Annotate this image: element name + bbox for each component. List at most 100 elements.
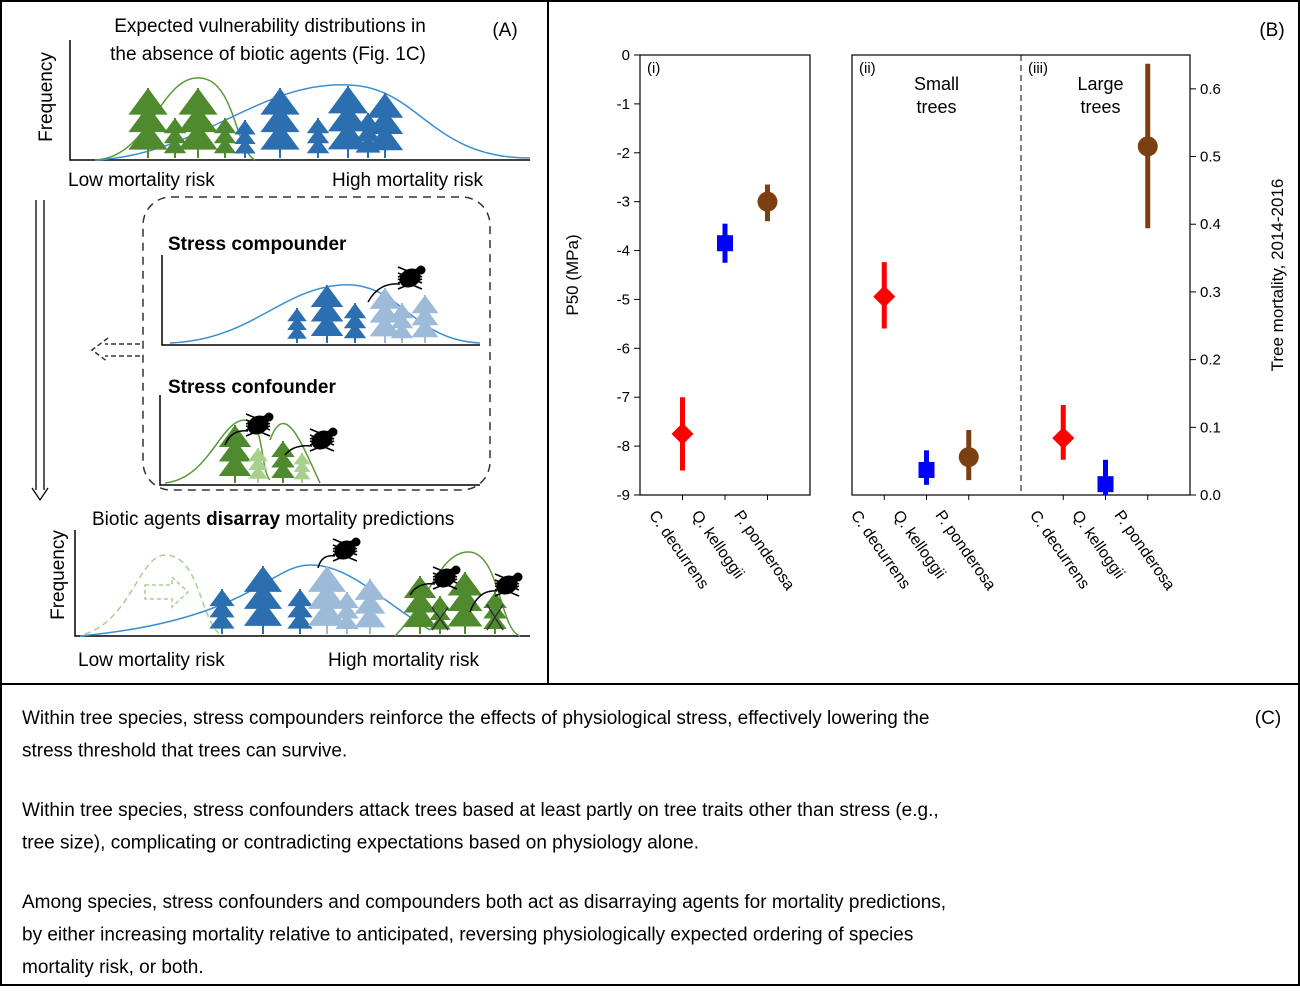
- panel-label: (iii): [1028, 60, 1048, 77]
- tree-tier: [293, 460, 311, 472]
- paragraph-line: Within tree species, stress confounders …: [22, 800, 939, 821]
- x-tick-label: P. ponderosa: [1110, 508, 1177, 594]
- tree: [287, 308, 307, 343]
- axis-label: Low mortality risk: [78, 650, 225, 671]
- tree-tier: [343, 323, 367, 339]
- marker: [1137, 136, 1158, 157]
- tree-tier: [483, 592, 507, 608]
- dashed-box: [142, 196, 491, 491]
- tree: [366, 93, 404, 158]
- tree-tier: [287, 600, 313, 618]
- tree-tier: [310, 299, 344, 322]
- paragraph-line: mortality risk, or both.: [22, 957, 204, 978]
- head: [451, 565, 461, 575]
- cross: [431, 606, 449, 631]
- tree-tier: [128, 88, 168, 115]
- tree-tier: [390, 303, 414, 319]
- thread: [469, 590, 498, 613]
- tree-tier: [366, 109, 404, 134]
- tree: [260, 88, 300, 158]
- axis: [161, 255, 480, 346]
- body: [311, 430, 333, 450]
- tree: [335, 592, 359, 634]
- panel-label: (A): [492, 20, 517, 41]
- tree-tier: [429, 605, 451, 620]
- tree-tier: [310, 314, 344, 337]
- y-tick-label: 0.4: [1200, 216, 1221, 233]
- tree-tier: [343, 313, 367, 329]
- axis-label: P50 (MPa): [563, 234, 582, 315]
- tree-tier: [234, 139, 256, 154]
- tree-tier: [390, 313, 414, 329]
- marker: [873, 285, 896, 308]
- panel-label: (i): [647, 60, 660, 77]
- tree-tier: [243, 583, 283, 609]
- tree-tier: [213, 138, 237, 154]
- text: mortality predictions: [280, 509, 454, 530]
- panel-label: (C): [1255, 708, 1281, 729]
- tree-tier: [335, 613, 359, 629]
- tree-tier: [243, 600, 283, 626]
- arrow: [144, 575, 190, 609]
- tree-tier: [335, 602, 359, 619]
- paragraph-line: Among species, stress confounders and co…: [22, 892, 946, 913]
- tree-tier: [209, 600, 235, 618]
- tree-tier: [271, 462, 295, 478]
- tree-tier: [307, 600, 347, 626]
- tree: [287, 589, 313, 634]
- y-tick-label: -4: [617, 243, 630, 260]
- curve: [84, 554, 221, 635]
- tree: [163, 118, 187, 158]
- tree-tier: [234, 120, 256, 135]
- tree: [248, 448, 268, 483]
- x-tick-label: P. ponderosa: [931, 508, 998, 594]
- tree-tier: [260, 88, 300, 115]
- body: [334, 540, 356, 560]
- tree-tier: [403, 605, 437, 628]
- body: [247, 415, 269, 435]
- marker: [671, 422, 694, 445]
- axis: [159, 395, 480, 486]
- panel-a: (A) Expected vulnerability distributions…: [31, 16, 531, 671]
- tree-tier: [213, 128, 237, 144]
- y-tick-label: -8: [617, 438, 630, 455]
- y-tick-label: -2: [617, 145, 630, 162]
- y-tick-label: -9: [617, 487, 630, 504]
- tree-tier: [178, 105, 218, 133]
- tree-tier: [260, 105, 300, 133]
- tree-tier: [271, 441, 295, 457]
- y-tick-label: -5: [617, 291, 630, 308]
- tree: [343, 303, 367, 343]
- marker: [958, 447, 979, 468]
- axis-label: Frequency: [36, 52, 57, 142]
- chart: 0.0 0.1 0.2 0.3 0.4 0.5 0.6 Tree mortality, 201…: [847, 54, 1287, 594]
- tree: [234, 120, 256, 158]
- tree-tier: [234, 129, 256, 144]
- y-tick-label: -3: [617, 194, 630, 211]
- tree-tier: [483, 613, 507, 629]
- marker: [757, 191, 778, 212]
- tree-tier: [354, 592, 386, 614]
- head: [513, 572, 523, 582]
- marker: [717, 235, 733, 252]
- y-tick-label: 0.2: [1200, 352, 1221, 369]
- tree: [128, 88, 168, 158]
- tree-tier: [369, 315, 401, 337]
- group-title: Large: [1077, 74, 1123, 94]
- beetle: [367, 265, 426, 303]
- axis-label: Frequency: [48, 530, 69, 620]
- head: [416, 265, 426, 275]
- tree-tier: [218, 454, 252, 477]
- tree: [354, 579, 386, 634]
- tree-tier: [411, 307, 439, 326]
- title: the absence of biotic agents (Fig. 1C): [110, 44, 426, 65]
- panel-label: (B): [1259, 20, 1284, 41]
- beetle: [224, 412, 274, 446]
- marker: [1052, 427, 1075, 450]
- marker: [1097, 476, 1114, 493]
- tree-tier: [287, 316, 307, 331]
- text: disarray: [206, 509, 280, 530]
- curve: [94, 77, 256, 161]
